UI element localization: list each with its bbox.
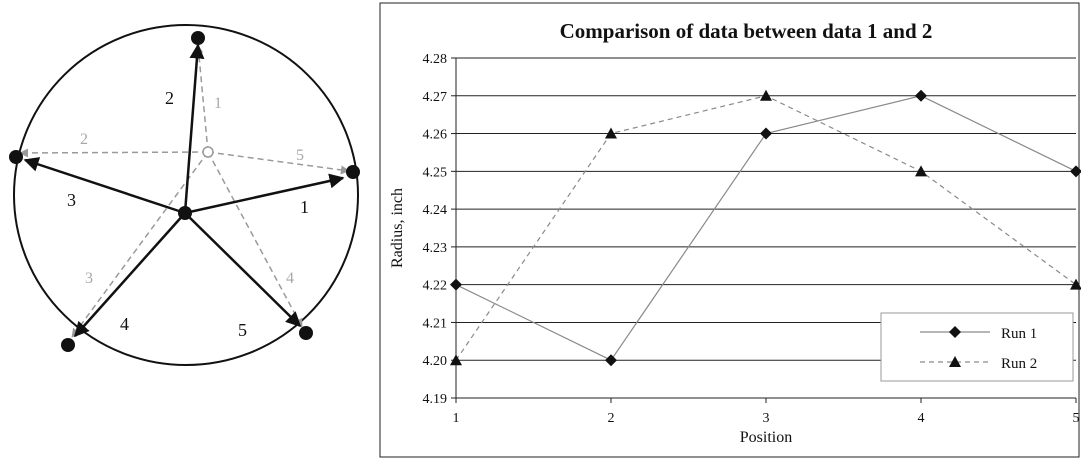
x-tick-label: 5 bbox=[1073, 411, 1080, 426]
y-tick-label: 4.23 bbox=[423, 241, 448, 256]
x-tick-labels: 1 2 3 4 5 bbox=[453, 398, 1080, 426]
data-point-run-2 bbox=[760, 89, 772, 101]
center-point bbox=[178, 206, 192, 220]
solid-vector-4 bbox=[74, 212, 186, 338]
y-tick-label: 4.20 bbox=[423, 354, 448, 369]
x-axis-label: Position bbox=[740, 429, 792, 446]
solid-label-3: 3 bbox=[67, 190, 76, 210]
dashed-vector-1 bbox=[194, 44, 209, 153]
contact-points bbox=[9, 31, 360, 352]
dashed-vector-4 bbox=[207, 151, 303, 328]
data-point-run-1 bbox=[605, 354, 617, 367]
y-tick-label: 4.19 bbox=[423, 392, 448, 407]
chart-title: Comparison of data between data 1 and 2 bbox=[560, 19, 933, 43]
solid-label-5: 5 bbox=[238, 320, 247, 340]
dashed-vectors bbox=[19, 44, 350, 338]
solid-label-4: 4 bbox=[120, 314, 129, 334]
y-tick-label: 4.25 bbox=[423, 165, 448, 180]
data-point-run-1 bbox=[450, 278, 462, 291]
data-point-run-2 bbox=[1070, 278, 1081, 290]
legend-box bbox=[880, 312, 1074, 382]
y-tick-label: 4.24 bbox=[423, 203, 448, 218]
dashed-label-4: 4 bbox=[286, 270, 294, 287]
data-point-run-2 bbox=[450, 354, 462, 366]
solid-vector-2 bbox=[183, 43, 205, 214]
y-tick-label: 4.28 bbox=[423, 52, 448, 67]
dashed-label-5: 5 bbox=[296, 147, 304, 164]
solid-label-1: 1 bbox=[300, 197, 309, 217]
x-tick-label: 2 bbox=[608, 411, 615, 426]
data-point-run-1 bbox=[915, 89, 927, 102]
series-layer bbox=[450, 89, 1081, 367]
chart-frame bbox=[379, 2, 1080, 458]
dashed-vector-3 bbox=[71, 151, 209, 338]
measurement-diagram: 1 2 3 4 5 1 2 3 4 5 bbox=[9, 24, 360, 366]
x-tick-label: 3 bbox=[763, 411, 770, 426]
y-axis-label: Radius, inch bbox=[389, 188, 406, 268]
data-point-run-2 bbox=[605, 127, 617, 139]
legend-marker-run-1 bbox=[949, 326, 961, 338]
solid-label-2: 2 bbox=[165, 88, 174, 108]
y-tick-labels: 4.19 4.20 4.21 4.22 4.23 4.24 4.25 4.26 4.27 4.28 bbox=[423, 52, 456, 407]
x-tick-label: 1 bbox=[453, 411, 460, 426]
dashed-label-2: 2 bbox=[80, 131, 88, 148]
dashed-label-1: 1 bbox=[214, 95, 222, 112]
y-tick-label: 4.26 bbox=[423, 128, 448, 143]
legend: Run 1 Run 2 bbox=[880, 312, 1074, 382]
dashed-label-3: 3 bbox=[85, 270, 93, 287]
x-tick-label: 4 bbox=[918, 411, 925, 426]
solid-vector-1 bbox=[184, 173, 345, 215]
legend-label-run-2: Run 2 bbox=[1001, 356, 1037, 372]
solid-vector-3 bbox=[23, 157, 186, 215]
data-point-run-1 bbox=[760, 127, 772, 140]
dashed-vector-2 bbox=[19, 148, 209, 158]
data-point-run-2 bbox=[915, 165, 927, 177]
legend-marker-run-2 bbox=[949, 356, 961, 367]
solid-vectors bbox=[23, 43, 345, 338]
part-circle bbox=[13, 24, 359, 366]
y-tick-label: 4.22 bbox=[423, 279, 448, 294]
data-point-run-1 bbox=[1070, 165, 1081, 178]
legend-label-run-1: Run 1 bbox=[1001, 326, 1037, 342]
displaced-center bbox=[202, 146, 214, 158]
dashed-vector-5 bbox=[207, 151, 350, 175]
y-tick-label: 4.21 bbox=[423, 316, 448, 331]
solid-vector-5 bbox=[184, 212, 302, 328]
y-tick-label: 4.27 bbox=[423, 90, 448, 105]
